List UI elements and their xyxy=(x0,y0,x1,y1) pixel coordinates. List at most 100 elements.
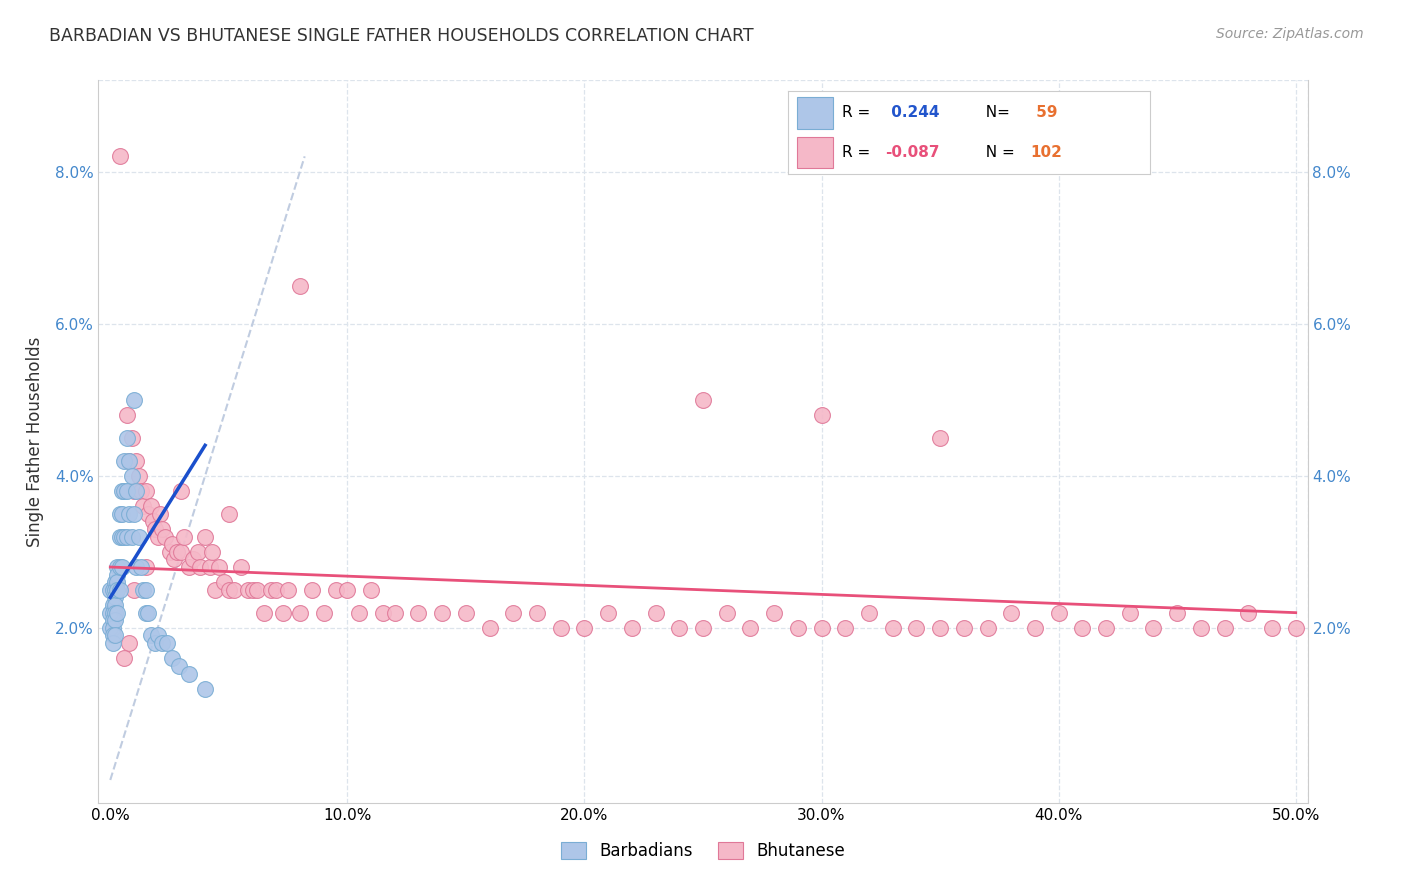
Point xyxy=(190,560,212,574)
Point xyxy=(104,575,127,590)
Point xyxy=(139,628,162,642)
Point xyxy=(218,582,240,597)
Point xyxy=(1000,606,1022,620)
Point xyxy=(208,560,231,574)
Point xyxy=(118,453,141,467)
Point xyxy=(98,621,121,635)
Point xyxy=(108,582,131,597)
Point xyxy=(160,537,183,551)
Point xyxy=(105,582,128,597)
Point xyxy=(905,621,928,635)
Point xyxy=(360,582,382,597)
Point xyxy=(146,628,169,642)
Point xyxy=(384,606,406,620)
Point xyxy=(408,606,430,620)
Point xyxy=(810,408,832,422)
Point xyxy=(122,507,145,521)
Point xyxy=(222,582,245,597)
Point xyxy=(139,499,162,513)
Point xyxy=(118,507,141,521)
Point xyxy=(108,560,131,574)
Point xyxy=(177,666,200,681)
Point xyxy=(218,507,240,521)
Point xyxy=(128,468,150,483)
Point xyxy=(1047,606,1070,620)
Point xyxy=(146,530,169,544)
Point xyxy=(115,431,138,445)
Point xyxy=(159,545,181,559)
Point xyxy=(177,560,200,574)
Point xyxy=(105,606,128,620)
Point xyxy=(198,560,221,574)
Point xyxy=(163,552,186,566)
Point xyxy=(122,483,145,498)
Point xyxy=(135,582,157,597)
Point xyxy=(101,598,124,612)
Point xyxy=(692,392,714,407)
Point xyxy=(142,515,165,529)
Text: BARBADIAN VS BHUTANESE SINGLE FATHER HOUSEHOLDS CORRELATION CHART: BARBADIAN VS BHUTANESE SINGLE FATHER HOU… xyxy=(49,27,754,45)
Point xyxy=(143,522,166,536)
Point xyxy=(105,567,128,582)
Point xyxy=(132,499,155,513)
Point xyxy=(273,606,295,620)
Point xyxy=(143,636,166,650)
Point xyxy=(312,606,335,620)
Point xyxy=(136,507,159,521)
Point xyxy=(101,613,124,627)
Point xyxy=(882,621,904,635)
Point xyxy=(347,606,370,620)
Point xyxy=(152,636,174,650)
Point xyxy=(122,392,145,407)
Point xyxy=(101,628,124,642)
Point xyxy=(194,681,217,696)
Point xyxy=(111,530,134,544)
Point xyxy=(952,621,974,635)
Point xyxy=(668,621,690,635)
Point xyxy=(187,545,209,559)
Point xyxy=(786,621,808,635)
Point xyxy=(98,606,121,620)
Point xyxy=(108,507,131,521)
Point xyxy=(574,621,596,635)
Point xyxy=(121,530,143,544)
Point xyxy=(128,530,150,544)
Point xyxy=(740,621,762,635)
Point xyxy=(692,621,714,635)
Point xyxy=(108,149,131,163)
Point xyxy=(108,530,131,544)
Point xyxy=(1142,621,1164,635)
Point xyxy=(810,621,832,635)
Point xyxy=(550,621,572,635)
Point xyxy=(288,606,311,620)
Point xyxy=(104,598,127,612)
Point xyxy=(114,530,136,544)
Point xyxy=(763,606,786,620)
Text: Source: ZipAtlas.com: Source: ZipAtlas.com xyxy=(1216,27,1364,41)
Point xyxy=(301,582,323,597)
Point xyxy=(212,575,235,590)
Point xyxy=(152,522,174,536)
Point xyxy=(125,453,148,467)
Point xyxy=(502,606,524,620)
Point xyxy=(114,453,136,467)
Point xyxy=(118,636,141,650)
Point xyxy=(111,560,134,574)
Point xyxy=(236,582,259,597)
Point xyxy=(101,606,124,620)
Point xyxy=(432,606,454,620)
Point xyxy=(115,483,138,498)
Point xyxy=(104,606,127,620)
Point xyxy=(129,560,152,574)
Point xyxy=(242,582,264,597)
Legend: Barbadians, Bhutanese: Barbadians, Bhutanese xyxy=(554,835,852,867)
Point xyxy=(336,582,359,597)
Point xyxy=(122,582,145,597)
Point xyxy=(478,621,501,635)
Point xyxy=(1095,621,1118,635)
Point xyxy=(114,483,136,498)
Point xyxy=(194,530,217,544)
Point xyxy=(1285,621,1308,635)
Point xyxy=(104,591,127,605)
Y-axis label: Single Father Households: Single Father Households xyxy=(25,336,44,547)
